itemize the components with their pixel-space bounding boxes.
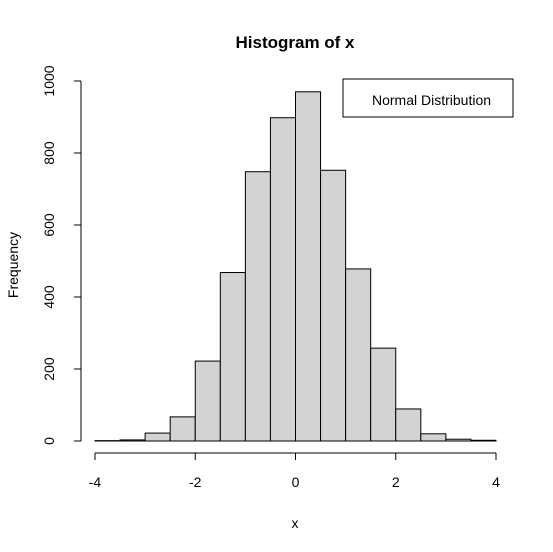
y-axis: 0 200 400 600 800 1000 <box>41 65 82 445</box>
y-tick-label: 800 <box>41 141 57 165</box>
x-tick-label: 2 <box>392 474 400 490</box>
histogram-bar <box>144 432 171 442</box>
histogram-bar <box>395 408 422 442</box>
x-axis-label: x <box>292 515 299 531</box>
histogram-bar <box>244 171 271 442</box>
legend: Normal Distribution <box>342 78 514 118</box>
histogram-bar <box>345 268 372 442</box>
histogram-bar <box>370 347 397 442</box>
y-axis-label: Frequency <box>5 232 21 298</box>
histogram-bar <box>295 91 322 442</box>
histogram-bar <box>445 438 472 442</box>
histogram-bar <box>269 117 297 442</box>
x-tick-label: 0 <box>292 474 300 490</box>
histogram-bar <box>119 439 146 442</box>
x-tick-label: -4 <box>89 474 102 490</box>
y-tick-label: 0 <box>41 437 57 445</box>
x-tick-label: -2 <box>189 474 202 490</box>
histogram-bar <box>320 169 347 442</box>
y-tick-label: 200 <box>41 357 57 381</box>
bars-group <box>94 91 497 442</box>
histogram-bar <box>219 272 246 442</box>
histogram-bar <box>420 433 447 442</box>
histogram-bar <box>194 360 221 442</box>
y-tick-label: 1000 <box>41 65 57 96</box>
legend-box <box>342 78 514 118</box>
chart-title: Histogram of x <box>235 33 355 52</box>
histogram-bar <box>470 439 497 442</box>
x-axis: -4 -2 0 2 4 <box>89 452 500 490</box>
histogram-bar <box>169 416 196 442</box>
legend-entry: Normal Distribution <box>372 92 491 108</box>
x-tick-label: 4 <box>492 474 500 490</box>
y-tick-label: 400 <box>41 285 57 309</box>
y-tick-label: 600 <box>41 213 57 237</box>
